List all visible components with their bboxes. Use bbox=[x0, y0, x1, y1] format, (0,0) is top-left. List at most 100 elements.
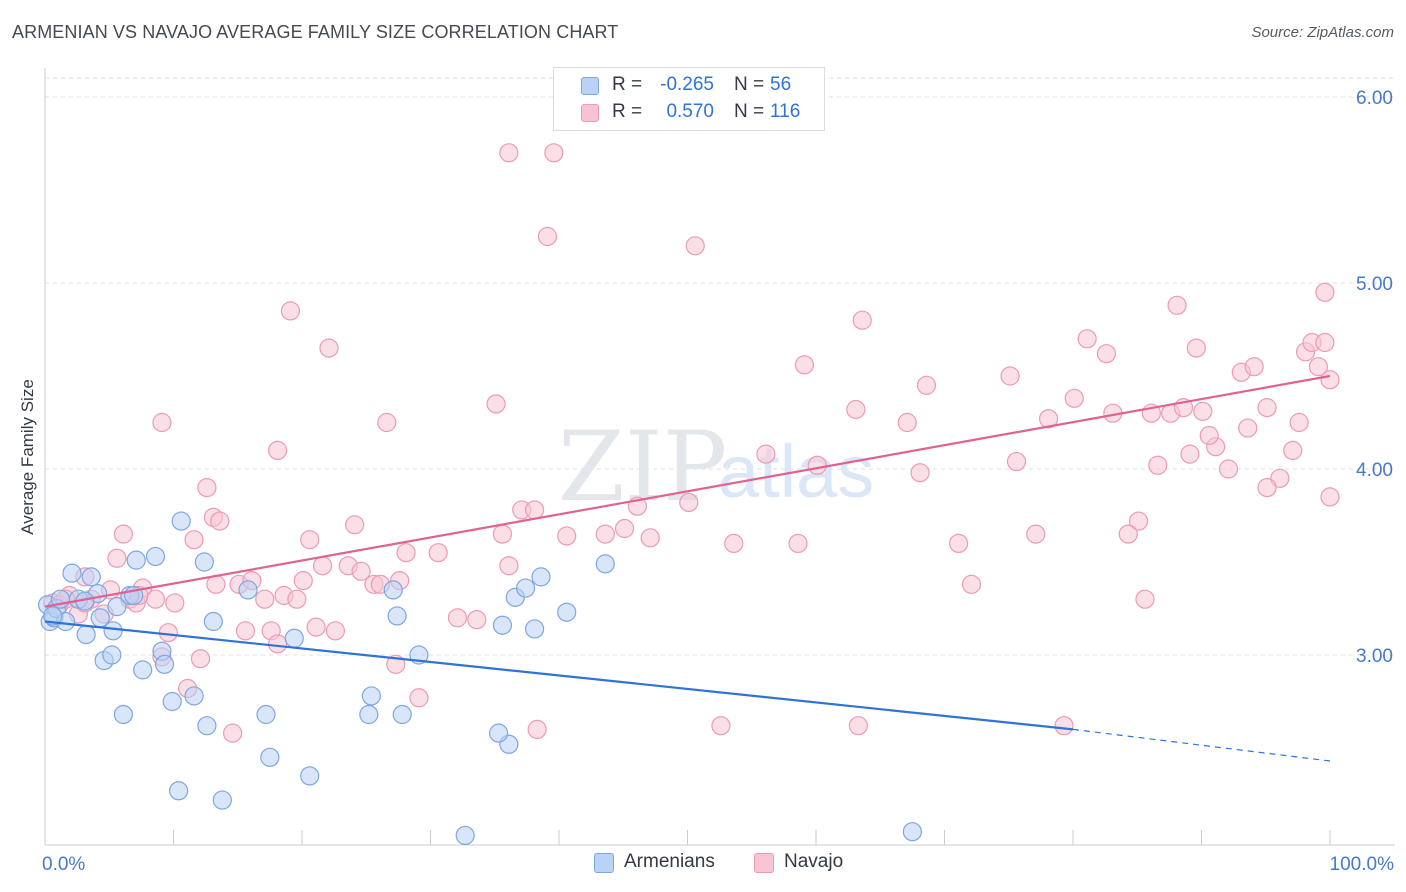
axes bbox=[44, 68, 1395, 846]
navajo-point bbox=[1054, 716, 1074, 736]
navajo-point bbox=[467, 610, 487, 630]
navajo-point bbox=[255, 589, 275, 609]
armenians-legend-label: Armenians bbox=[624, 851, 715, 872]
navajo-point bbox=[396, 543, 416, 563]
navajo-point bbox=[197, 478, 217, 498]
navajo-point bbox=[235, 621, 256, 641]
navajo-point bbox=[113, 524, 133, 544]
y-tick-label: 6.00 bbox=[1356, 88, 1393, 109]
navajo-point bbox=[897, 412, 917, 433]
navajo-point bbox=[949, 533, 969, 554]
armenians-swatch bbox=[581, 77, 599, 95]
armenians-point bbox=[238, 580, 258, 600]
navajo-n-value: 116 bbox=[770, 101, 801, 122]
navajo-point bbox=[1218, 459, 1239, 479]
navajo-point bbox=[524, 500, 545, 520]
navajo-point bbox=[1199, 425, 1219, 446]
x-tick-label-min: 0.0% bbox=[42, 854, 85, 875]
navajo-r-value: 0.570 bbox=[666, 101, 714, 122]
navajo-point bbox=[1315, 282, 1335, 302]
navajo-point bbox=[614, 518, 635, 539]
armenians-point bbox=[524, 619, 545, 639]
navajo-point bbox=[1257, 398, 1277, 418]
navajo-point bbox=[1135, 589, 1155, 609]
armenians-legend-swatch bbox=[594, 853, 614, 873]
y-tick-label: 4.00 bbox=[1356, 460, 1393, 481]
navajo-point bbox=[1283, 440, 1303, 460]
navajo-point bbox=[1308, 357, 1329, 377]
navajo-point bbox=[107, 548, 127, 568]
trend-lines bbox=[44, 374, 1331, 762]
armenians-point bbox=[359, 704, 379, 725]
armenians-point bbox=[902, 822, 922, 842]
navajo-point bbox=[1320, 487, 1340, 507]
navajo-point bbox=[1006, 451, 1027, 472]
armenians-point bbox=[197, 716, 217, 736]
navajo-point bbox=[1026, 524, 1046, 544]
navajo-point bbox=[1000, 366, 1020, 386]
navajo-point bbox=[788, 533, 808, 554]
navajo-point bbox=[1244, 357, 1264, 377]
navajo-point bbox=[544, 143, 564, 163]
armenians-point bbox=[113, 704, 133, 725]
navajo-point bbox=[152, 412, 172, 433]
navajo-point bbox=[267, 634, 288, 654]
navajo-legend-swatch bbox=[754, 853, 774, 873]
navajo-point bbox=[1238, 418, 1258, 438]
navajo-point bbox=[910, 463, 930, 483]
navajo-point bbox=[794, 355, 815, 375]
navajo-point bbox=[499, 556, 519, 576]
armenians-point bbox=[212, 790, 232, 810]
armenians-point bbox=[595, 554, 615, 574]
armenians-n-value: 56 bbox=[770, 74, 792, 95]
armenians-trend-extension bbox=[1072, 728, 1331, 762]
navajo-point bbox=[640, 528, 660, 548]
navajo-point bbox=[428, 543, 448, 563]
y-tick-label: 5.00 bbox=[1356, 274, 1393, 295]
armenians-point bbox=[102, 645, 122, 665]
armenians-points bbox=[37, 511, 922, 846]
x-tick-label-max: 100.0% bbox=[1330, 854, 1395, 875]
armenians-point bbox=[194, 552, 214, 572]
armenians-point bbox=[107, 597, 127, 617]
armenians-point bbox=[154, 654, 175, 674]
navajo-point bbox=[447, 608, 468, 628]
navajo-point bbox=[1186, 338, 1206, 358]
navajo-point bbox=[852, 310, 872, 330]
navajo-point bbox=[1180, 444, 1200, 464]
navajo-point bbox=[807, 455, 827, 475]
navajo-point bbox=[223, 723, 243, 743]
navajo-point bbox=[1128, 511, 1149, 531]
navajo-point bbox=[287, 589, 307, 609]
armenians-point bbox=[256, 704, 276, 725]
y-tick-labels: 3.00 4.00 5.00 6.00 bbox=[1356, 88, 1393, 667]
navajo-point bbox=[1118, 524, 1138, 544]
armenians-point bbox=[76, 624, 96, 645]
armenians-point bbox=[126, 550, 146, 570]
navajo-point bbox=[527, 719, 547, 740]
armenians-point bbox=[387, 606, 407, 626]
navajo-point bbox=[961, 574, 982, 594]
navajo-point bbox=[1167, 295, 1187, 315]
armenians-point bbox=[43, 606, 63, 626]
armenians-point bbox=[489, 723, 509, 743]
navajo-point bbox=[345, 515, 365, 535]
navajo-point bbox=[557, 526, 577, 546]
r-label: R = bbox=[612, 101, 643, 122]
armenians-point bbox=[171, 511, 191, 531]
navajo-point bbox=[210, 511, 230, 531]
navajo-legend-label: Navajo bbox=[784, 851, 844, 872]
armenians-point bbox=[133, 660, 153, 680]
navajo-point bbox=[1257, 478, 1277, 498]
navajo-point bbox=[1289, 412, 1309, 433]
navajo-point bbox=[1270, 468, 1290, 488]
navajo-point bbox=[1193, 401, 1213, 421]
navajo-point bbox=[1038, 409, 1059, 429]
armenians-point bbox=[203, 611, 223, 632]
armenians-point bbox=[284, 628, 304, 648]
navajo-point bbox=[756, 444, 776, 464]
chart-title: ARMENIAN VS NAVAJO AVERAGE FAMILY SIZE C… bbox=[12, 22, 619, 42]
legend-row-armenians: R = -0.265 N = 56 bbox=[554, 74, 824, 100]
navajo-point bbox=[280, 301, 301, 321]
